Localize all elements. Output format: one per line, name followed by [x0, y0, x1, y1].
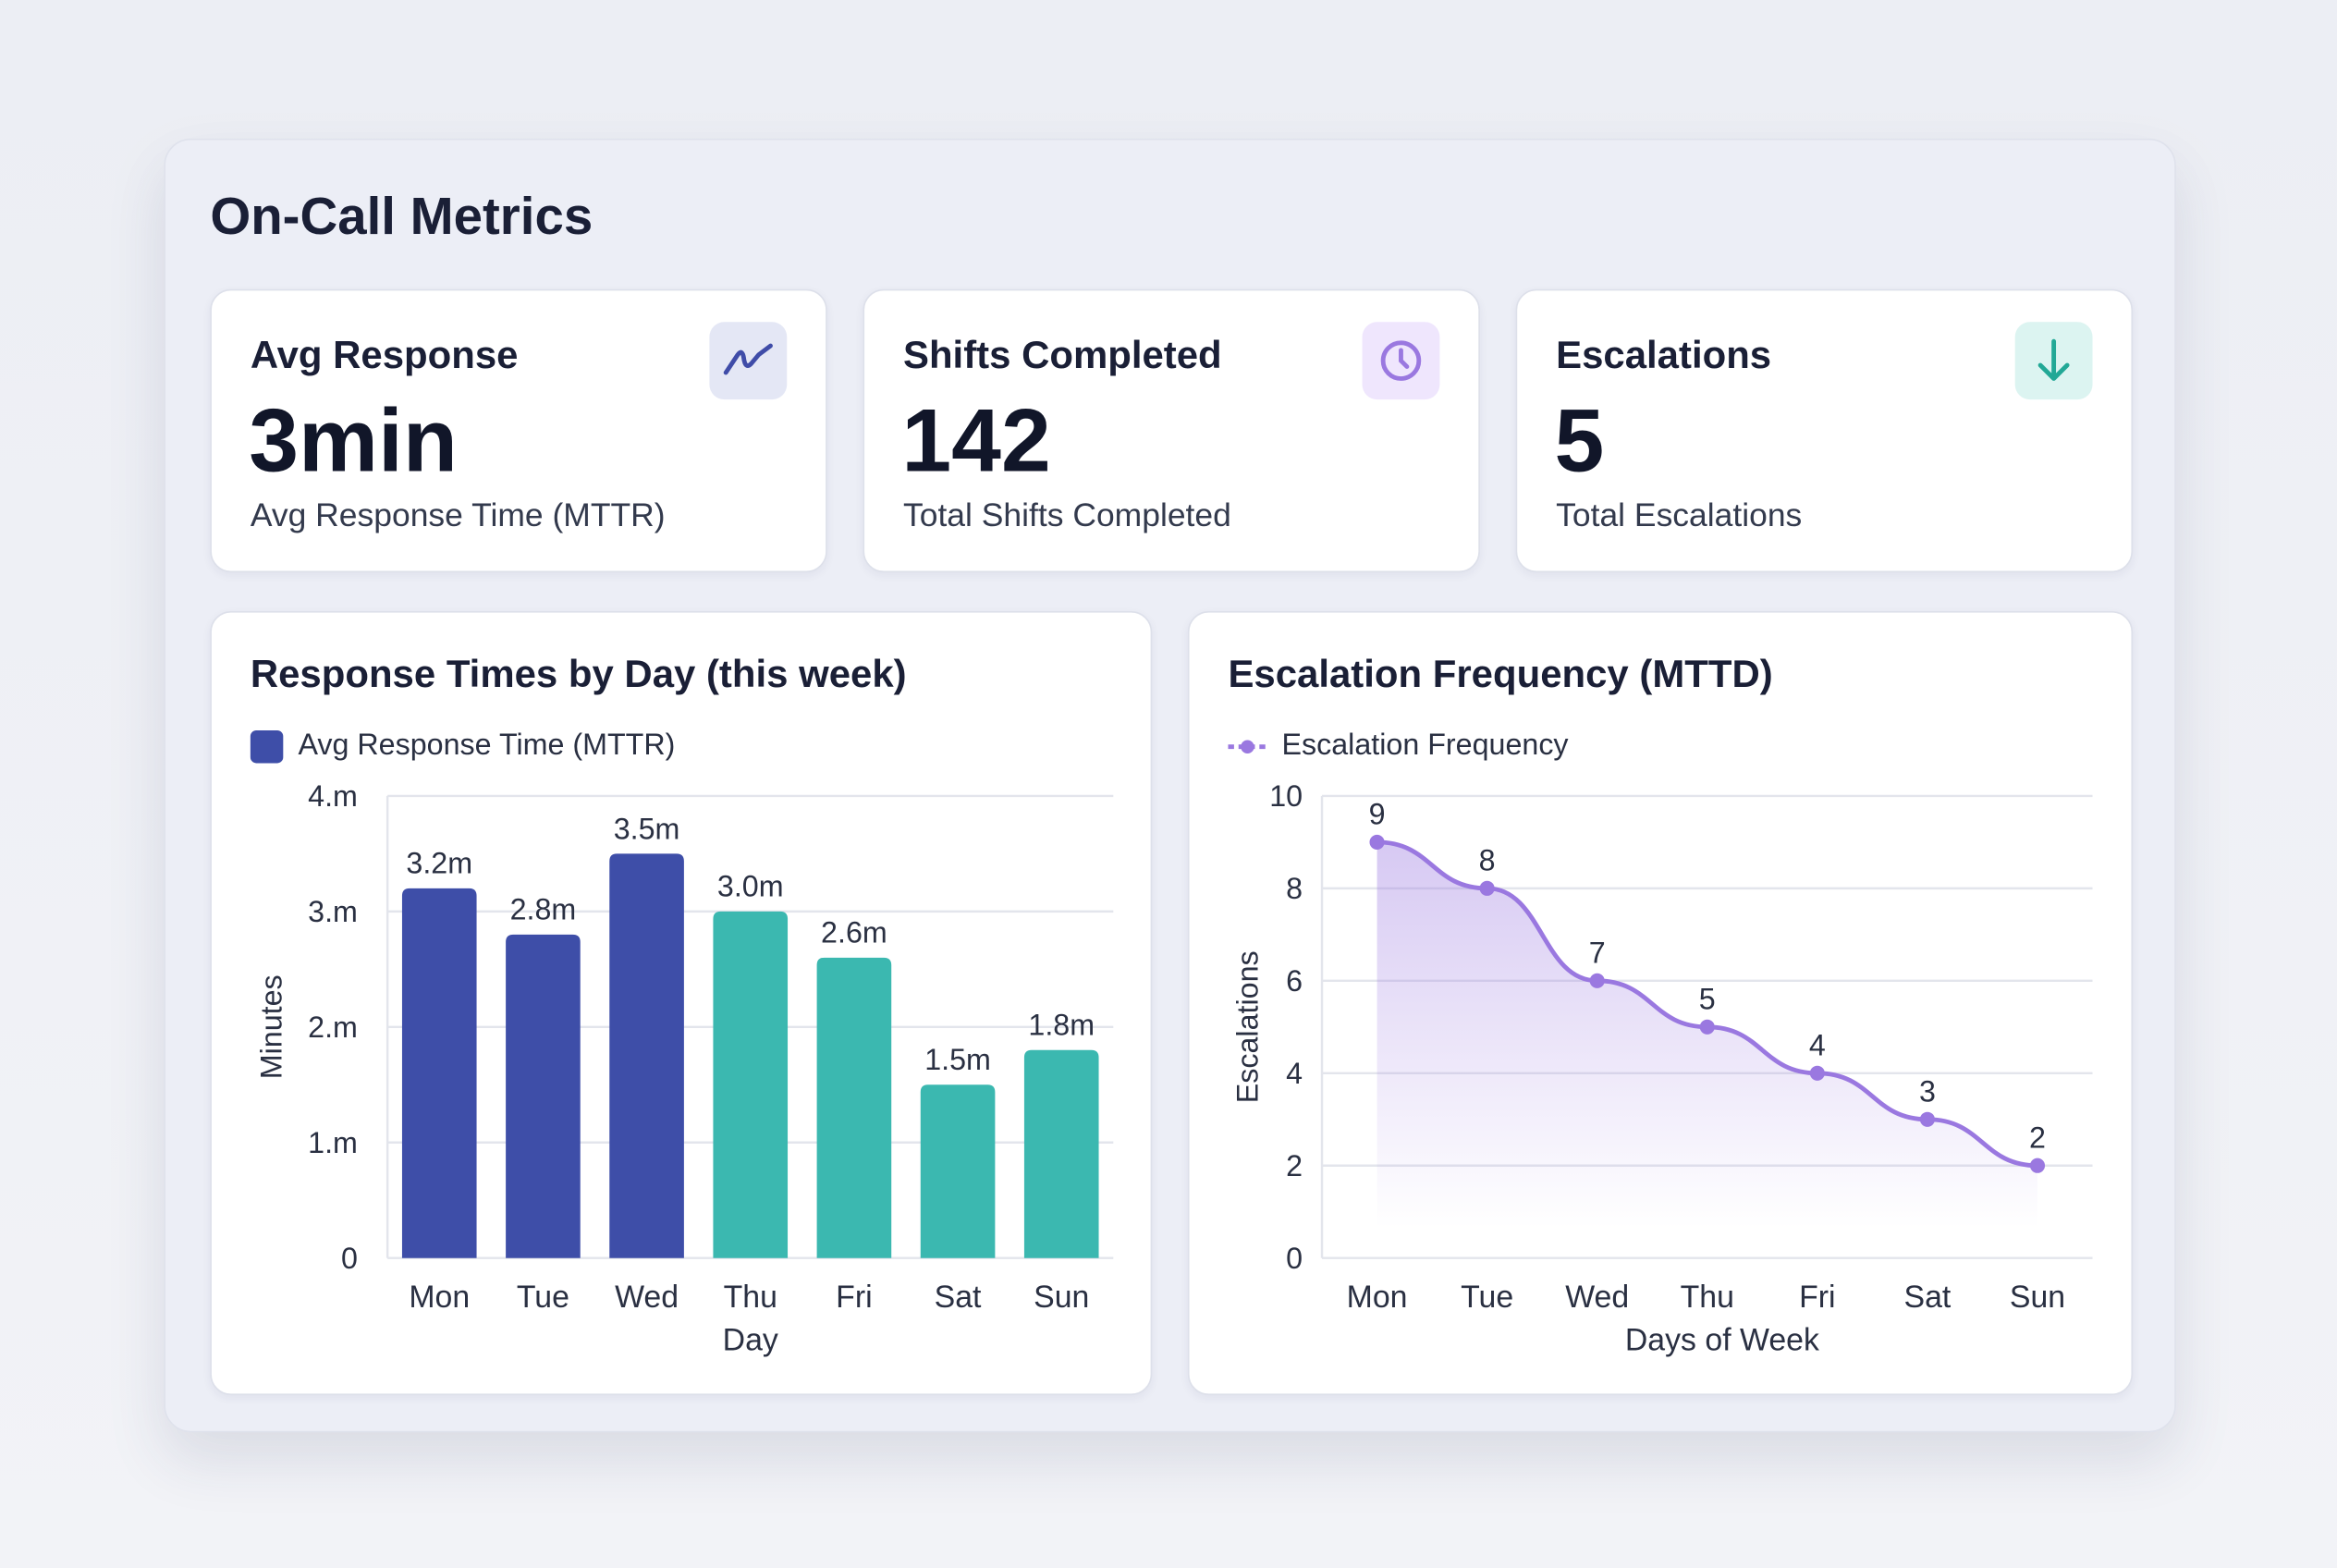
kpi-label: Shifts Completed	[902, 332, 1222, 377]
arrow-down-icon	[2014, 322, 2093, 400]
chart-title: Response Times by Day (this week)	[250, 651, 907, 696]
chart-legend: Avg Response Time (MTTR)	[250, 729, 676, 763]
kpi-subtitle: Avg Response Time (MTTR)	[250, 496, 666, 534]
y-tick-label: 0	[341, 1242, 358, 1275]
x-tick-label: Wed	[1565, 1280, 1629, 1315]
legend-swatch	[250, 729, 284, 763]
data-point	[1919, 1111, 1935, 1127]
data-label: 9	[1369, 798, 1386, 831]
y-tick-label: 6	[1286, 964, 1303, 998]
bar-chart: 0 1.m 2.m 3.m 4.m 3.2m Mon 2.8m Tue 3.5m Wed 3.0m Th…	[255, 779, 1114, 1358]
x-tick-label: Fri	[1799, 1280, 1835, 1315]
kpi-subtitle: Total Shifts Completed	[902, 496, 1231, 534]
x-tick-label: Tue	[1461, 1280, 1513, 1315]
y-axis-label: Minutes	[255, 974, 288, 1079]
legend-label: Escalation Frequency	[1281, 729, 1569, 762]
x-tick-label: Wed	[615, 1280, 679, 1315]
bar	[1023, 1049, 1099, 1258]
bar	[506, 934, 581, 1258]
y-tick-label: 4	[1286, 1057, 1303, 1090]
data-point	[1589, 973, 1605, 988]
x-tick-label: Tue	[517, 1280, 569, 1315]
data-label: 3.2m	[406, 847, 472, 880]
kpi-value: 3min	[249, 390, 459, 491]
legend-label: Avg Response Time (MTTR)	[298, 729, 676, 762]
y-tick-label: 4.m	[308, 779, 358, 813]
y-tick-label: 0	[1286, 1242, 1303, 1275]
data-point	[1479, 880, 1495, 896]
y-tick-label: 2.m	[308, 1011, 358, 1044]
line-chart-card: Escalation Frequency (MTTD) Escalation F…	[1187, 611, 2134, 1396]
bar	[713, 911, 789, 1258]
kpi-card-escalations: Escalations 5 Total Escalations	[1515, 288, 2134, 573]
dashboard-panel: On-Call Metrics Avg Response 3min Avg Re…	[164, 138, 2176, 1433]
chart-title: Escalation Frequency (MTTD)	[1228, 651, 1773, 696]
trend-line-icon	[709, 322, 788, 400]
x-tick-label: Thu	[724, 1280, 777, 1315]
data-label: 7	[1589, 936, 1606, 969]
data-label: 3.0m	[717, 870, 784, 903]
x-tick-label: Sat	[1904, 1280, 1952, 1315]
x-tick-label: Sat	[935, 1280, 982, 1315]
data-label: 2	[2029, 1121, 2046, 1154]
y-tick-label: 1.m	[308, 1126, 358, 1159]
x-tick-label: Mon	[409, 1280, 470, 1315]
kpi-value: 5	[1554, 390, 1605, 491]
kpi-value: 142	[901, 390, 1051, 491]
x-axis-label: Day	[723, 1323, 778, 1358]
chart-legend: Escalation Frequency	[1228, 729, 1569, 763]
data-label: 5	[1699, 982, 1716, 1015]
data-label: 3.5m	[614, 812, 680, 845]
clock-icon	[1362, 322, 1440, 400]
bar	[609, 853, 684, 1258]
bar	[401, 888, 477, 1258]
kpi-card-avg-response: Avg Response 3min Avg Response Time (MTT…	[210, 288, 827, 573]
bar	[816, 957, 892, 1258]
y-tick-label: 3.m	[308, 895, 358, 928]
data-label: 2.8m	[510, 893, 577, 926]
kpi-label: Avg Response	[250, 332, 519, 377]
y-axis-label: Escalations	[1231, 950, 1265, 1103]
data-label: 8	[1479, 844, 1496, 877]
x-tick-label: Sun	[2010, 1280, 2065, 1315]
x-tick-label: Fri	[836, 1280, 872, 1315]
area-fill	[1377, 841, 2037, 1229]
x-tick-label: Sun	[1034, 1280, 1089, 1315]
kpi-label: Escalations	[1556, 332, 1772, 377]
x-axis-label: Days of Week	[1625, 1323, 1819, 1358]
data-point	[1809, 1065, 1825, 1081]
bar	[920, 1084, 996, 1258]
kpi-subtitle: Total Escalations	[1556, 496, 1803, 534]
data-label: 3	[1919, 1074, 1936, 1108]
line-chart: 0 2 4 6 8 10 9 Mon 8 Tue 7 Wed 5 Thu 4 Fri 3 Sat 2 Sun Days …	[1231, 779, 2093, 1358]
data-point	[1369, 834, 1385, 850]
y-tick-label: 10	[1269, 779, 1303, 813]
data-point	[2029, 1158, 2046, 1173]
y-tick-label: 8	[1286, 872, 1303, 905]
page-title: On-Call Metrics	[210, 188, 593, 247]
bar-chart-card: Response Times by Day (this week) Avg Re…	[210, 611, 1153, 1396]
data-point	[1699, 1019, 1715, 1035]
x-tick-label: Thu	[1681, 1280, 1734, 1315]
data-label: 1.5m	[924, 1043, 991, 1076]
data-label: 4	[1809, 1028, 1826, 1061]
y-tick-label: 2	[1286, 1149, 1303, 1182]
kpi-card-shifts: Shifts Completed 142 Total Shifts Comple…	[863, 288, 1480, 573]
legend-line-marker	[1228, 739, 1267, 753]
x-tick-label: Mon	[1347, 1280, 1408, 1315]
data-label: 1.8m	[1028, 1009, 1095, 1042]
data-label: 2.6m	[821, 916, 887, 949]
